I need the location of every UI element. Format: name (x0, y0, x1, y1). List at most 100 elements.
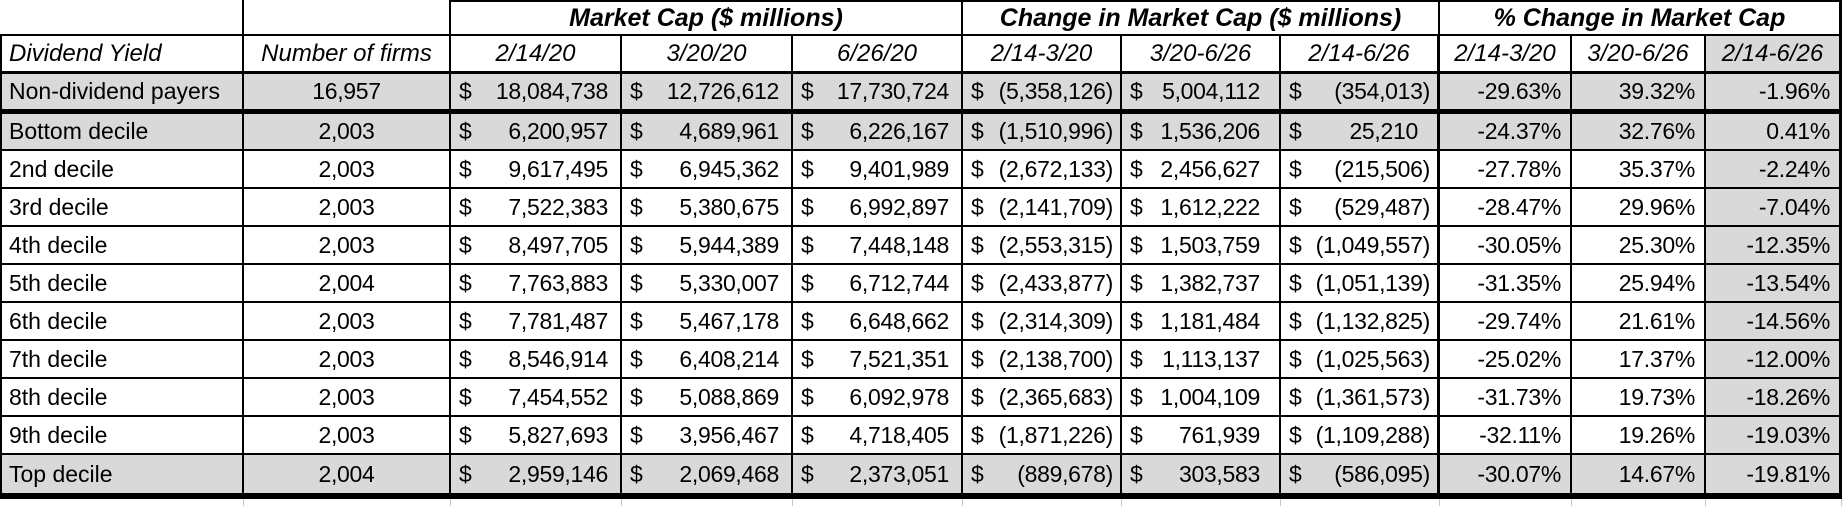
market-cap-cell[interactable]: $6,992,897 (793, 189, 963, 225)
market-cap-cell[interactable]: $6,092,978 (793, 379, 963, 415)
market-cap-cell[interactable]: $7,522,383 (451, 189, 622, 225)
change-in-market-cap-cell[interactable]: $ (2,141,709) (963, 189, 1122, 225)
market-cap-cell[interactable]: $5,380,675 (622, 189, 793, 225)
change-in-market-cap-cell[interactable]: $ (2,672,133) (963, 151, 1122, 187)
number-of-firms-cell[interactable]: 2,003 (244, 303, 451, 339)
pct-change-cell[interactable]: -7.04% (1706, 189, 1842, 225)
market-cap-cell[interactable]: $6,712,744 (793, 265, 963, 301)
change-in-market-cap-cell[interactable]: $ (529,487) (1281, 189, 1440, 225)
change-in-market-cap-cell[interactable]: $1,004,109 (1122, 379, 1281, 415)
market-cap-cell[interactable]: $17,730,724 (793, 74, 963, 109)
pct-change-cell[interactable]: -19.03% (1706, 417, 1842, 453)
pct-change-cell[interactable]: -32.11% (1440, 417, 1572, 453)
number-of-firms-cell[interactable]: 2,003 (244, 151, 451, 187)
pct-change-cell[interactable]: 19.73% (1572, 379, 1706, 415)
row-label-cell[interactable]: 6th decile (0, 303, 244, 339)
change-in-market-cap-cell[interactable]: $2,456,627 (1122, 151, 1281, 187)
change-in-market-cap-cell[interactable]: $1,382,737 (1122, 265, 1281, 301)
pct-change-cell[interactable]: 19.26% (1572, 417, 1706, 453)
change-in-market-cap-cell[interactable]: $ (2,433,877) (963, 265, 1122, 301)
market-cap-cell[interactable]: $8,497,705 (451, 227, 622, 263)
change-in-market-cap-cell[interactable]: $ (586,095) (1281, 455, 1440, 493)
pct-change-cell[interactable]: -29.74% (1440, 303, 1572, 339)
market-cap-cell[interactable]: $6,945,362 (622, 151, 793, 187)
pct-change-cell[interactable]: -12.35% (1706, 227, 1842, 263)
column-header-chg-2-14-6-26[interactable]: 2/14-6/26 (1281, 36, 1440, 71)
column-header-pct-2-14-3-20[interactable]: 2/14-3/20 (1440, 36, 1572, 71)
change-in-market-cap-cell[interactable]: $ (1,051,139) (1281, 265, 1440, 301)
column-header-mc-3-20-20[interactable]: 3/20/20 (622, 36, 793, 71)
pct-change-cell[interactable]: -31.73% (1440, 379, 1572, 415)
row-label-cell[interactable]: 3rd decile (0, 189, 244, 225)
change-in-market-cap-cell[interactable]: $1,113,137 (1122, 341, 1281, 377)
pct-change-cell[interactable]: 25.94% (1572, 265, 1706, 301)
group-header-change-in-market-cap[interactable]: Change in Market Cap ($ millions) (963, 0, 1440, 34)
row-label-cell[interactable]: Non-dividend payers (0, 74, 244, 109)
group-header-pct-change-in-market-cap[interactable]: % Change in Market Cap (1440, 0, 1842, 34)
change-in-market-cap-cell[interactable]: $1,536,206 (1122, 114, 1281, 149)
change-in-market-cap-cell[interactable]: $1,181,484 (1122, 303, 1281, 339)
pct-change-cell[interactable]: 29.96% (1572, 189, 1706, 225)
corner-cell-number-of-firms[interactable] (244, 0, 451, 34)
change-in-market-cap-cell[interactable]: $1,612,222 (1122, 189, 1281, 225)
market-cap-cell[interactable]: $18,084,738 (451, 74, 622, 109)
change-in-market-cap-cell[interactable]: $5,004,112 (1122, 74, 1281, 109)
row-label-cell[interactable]: 8th decile (0, 379, 244, 415)
number-of-firms-cell[interactable]: 2,004 (244, 265, 451, 301)
change-in-market-cap-cell[interactable]: $ (5,358,126) (963, 74, 1122, 109)
row-label-cell[interactable]: Bottom decile (0, 114, 244, 149)
market-cap-cell[interactable]: $5,330,007 (622, 265, 793, 301)
market-cap-cell[interactable]: $12,726,612 (622, 74, 793, 109)
row-label-cell[interactable]: Top decile (0, 455, 244, 493)
pct-change-cell[interactable]: -13.54% (1706, 265, 1842, 301)
pct-change-cell[interactable]: -14.56% (1706, 303, 1842, 339)
pct-change-cell[interactable]: -12.00% (1706, 341, 1842, 377)
market-cap-cell[interactable]: $8,546,914 (451, 341, 622, 377)
market-cap-cell[interactable]: $6,200,957 (451, 114, 622, 149)
change-in-market-cap-cell[interactable]: $ (354,013) (1281, 74, 1440, 109)
market-cap-cell[interactable]: $5,944,389 (622, 227, 793, 263)
change-in-market-cap-cell[interactable]: $ (1,510,996) (963, 114, 1122, 149)
market-cap-cell[interactable]: $9,401,989 (793, 151, 963, 187)
column-header-chg-3-20-6-26[interactable]: 3/20-6/26 (1122, 36, 1281, 71)
market-cap-cell[interactable]: $5,088,869 (622, 379, 793, 415)
pct-change-cell[interactable]: -30.07% (1440, 455, 1572, 493)
change-in-market-cap-cell[interactable]: $ (2,365,683) (963, 379, 1122, 415)
column-header-mc-6-26-20[interactable]: 6/26/20 (793, 36, 963, 71)
pct-change-cell[interactable]: -1.96% (1706, 74, 1842, 109)
change-in-market-cap-cell[interactable]: $ (2,553,315) (963, 227, 1122, 263)
market-cap-cell[interactable]: $7,448,148 (793, 227, 963, 263)
pct-change-cell[interactable]: 0.41% (1706, 114, 1842, 149)
change-in-market-cap-cell[interactable]: $25,210 (1281, 114, 1440, 149)
pct-change-cell[interactable]: 35.37% (1572, 151, 1706, 187)
market-cap-cell[interactable]: $7,521,351 (793, 341, 963, 377)
market-cap-cell[interactable]: $5,467,178 (622, 303, 793, 339)
row-label-cell[interactable]: 5th decile (0, 265, 244, 301)
change-in-market-cap-cell[interactable]: $ (1,871,226) (963, 417, 1122, 453)
pct-change-cell[interactable]: -2.24% (1706, 151, 1842, 187)
market-cap-cell[interactable]: $4,718,405 (793, 417, 963, 453)
pct-change-cell[interactable]: -28.47% (1440, 189, 1572, 225)
market-cap-cell[interactable]: $9,617,495 (451, 151, 622, 187)
change-in-market-cap-cell[interactable]: $ (889,678) (963, 455, 1122, 493)
market-cap-cell[interactable]: $7,454,552 (451, 379, 622, 415)
pct-change-cell[interactable]: -29.63% (1440, 74, 1572, 109)
market-cap-cell[interactable]: $6,408,214 (622, 341, 793, 377)
number-of-firms-cell[interactable]: 16,957 (244, 74, 451, 109)
number-of-firms-cell[interactable]: 2,003 (244, 189, 451, 225)
pct-change-cell[interactable]: -18.26% (1706, 379, 1842, 415)
market-cap-cell[interactable]: $6,226,167 (793, 114, 963, 149)
pct-change-cell[interactable]: 32.76% (1572, 114, 1706, 149)
pct-change-cell[interactable]: -19.81% (1706, 455, 1842, 493)
pct-change-cell[interactable]: -24.37% (1440, 114, 1572, 149)
change-in-market-cap-cell[interactable]: $ (1,361,573) (1281, 379, 1440, 415)
pct-change-cell[interactable]: -30.05% (1440, 227, 1572, 263)
pct-change-cell[interactable]: -25.02% (1440, 341, 1572, 377)
row-label-cell[interactable]: 4th decile (0, 227, 244, 263)
change-in-market-cap-cell[interactable]: $1,503,759 (1122, 227, 1281, 263)
column-header-mc-2-14-20[interactable]: 2/14/20 (451, 36, 622, 71)
pct-change-cell[interactable]: 39.32% (1572, 74, 1706, 109)
change-in-market-cap-cell[interactable]: $303,583 (1122, 455, 1281, 493)
number-of-firms-cell[interactable]: 2,003 (244, 114, 451, 149)
row-label-cell[interactable]: 2nd decile (0, 151, 244, 187)
